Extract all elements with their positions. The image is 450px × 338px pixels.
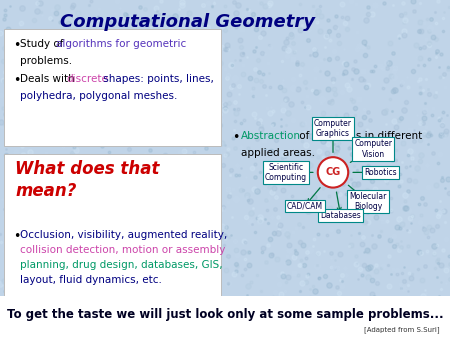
Text: •: • [232,131,239,144]
Circle shape [318,157,348,188]
Text: Study of: Study of [20,39,67,49]
Text: problems.: problems. [20,56,72,66]
Text: Computer
Graphics: Computer Graphics [314,119,352,138]
Text: algorithms for geometric: algorithms for geometric [56,39,186,49]
Text: Occlusion, visibility, augmented reality,: Occlusion, visibility, augmented reality… [20,230,227,240]
Text: Robotics: Robotics [364,168,396,177]
FancyBboxPatch shape [4,154,221,296]
Text: polyhedra, polygonal meshes.: polyhedra, polygonal meshes. [20,91,177,101]
Text: Computer
Vision: Computer Vision [355,139,392,159]
Text: To get the taste we will just look only at some sample problems...: To get the taste we will just look only … [7,308,443,321]
Text: •: • [13,230,20,243]
Text: •: • [13,39,20,52]
Text: of problems in different: of problems in different [296,131,422,141]
Text: Databases: Databases [320,211,361,220]
Text: shapes: points, lines,: shapes: points, lines, [100,74,214,84]
Text: Scientific
Computing: Scientific Computing [265,163,307,182]
Text: Abstraction: Abstraction [241,131,301,141]
Text: layout, fluid dynamics, etc.: layout, fluid dynamics, etc. [20,275,162,285]
Text: applied areas.: applied areas. [241,148,315,158]
Text: [Adapted from S.Suri]: [Adapted from S.Suri] [364,326,440,333]
Text: Computational Geometry: Computational Geometry [60,13,315,31]
Text: Molecular
Biology: Molecular Biology [349,192,387,211]
Text: What does that
mean?: What does that mean? [15,160,159,200]
FancyBboxPatch shape [4,29,221,146]
Text: •: • [13,74,20,87]
Text: planning, drug design, databases, GIS,: planning, drug design, databases, GIS, [20,260,223,270]
Text: CG: CG [325,167,341,177]
Text: discrete: discrete [66,74,108,84]
Text: collision detection, motion or assembly: collision detection, motion or assembly [20,245,225,255]
Text: Deals with: Deals with [20,74,78,84]
Text: CAD/CAM: CAD/CAM [287,201,323,211]
FancyBboxPatch shape [0,296,450,338]
